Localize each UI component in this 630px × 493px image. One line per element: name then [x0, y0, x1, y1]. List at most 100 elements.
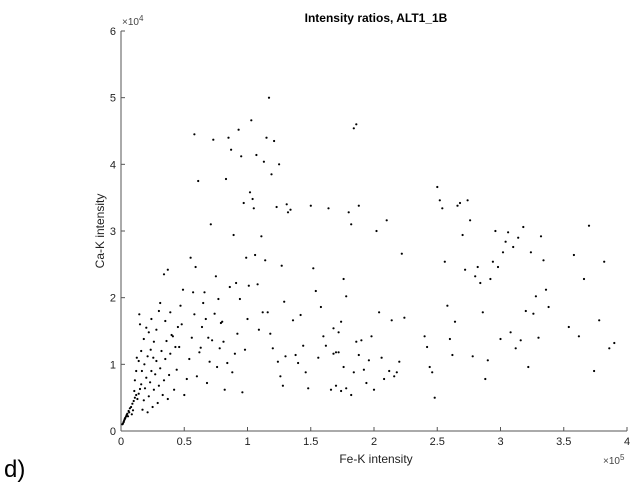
y-tick-label: 6: [110, 26, 116, 38]
data-point: [149, 381, 152, 384]
data-point: [285, 203, 288, 206]
data-point: [219, 321, 222, 325]
data-point: [438, 199, 441, 202]
x-tick-label: 0: [118, 436, 124, 448]
data-point: [213, 312, 216, 315]
data-point: [230, 148, 233, 151]
data-point: [273, 139, 276, 143]
data-point: [350, 223, 353, 226]
data-point: [286, 211, 290, 214]
data-point: [378, 311, 381, 314]
data-point: [205, 381, 209, 385]
data-point: [281, 384, 284, 387]
data-point: [122, 420, 125, 423]
data-point: [461, 233, 464, 237]
data-point: [150, 369, 153, 373]
data-point: [152, 356, 155, 359]
data-point: [390, 319, 393, 322]
data-point: [171, 335, 174, 338]
data-point: [456, 204, 459, 207]
data-point: [145, 326, 148, 329]
data-point: [135, 393, 138, 397]
data-point: [173, 388, 176, 391]
data-point: [131, 409, 135, 412]
data-point: [499, 337, 502, 341]
data-point: [340, 320, 343, 323]
data-point: [512, 245, 515, 249]
data-point: [309, 204, 312, 207]
data-point: [262, 160, 265, 163]
data-point: [131, 402, 134, 405]
data-point: [278, 163, 281, 166]
data-point: [329, 388, 333, 391]
data-point: [385, 219, 388, 222]
data-point: [532, 312, 535, 315]
data-point: [247, 284, 250, 287]
data-point: [342, 365, 345, 369]
data-point: [126, 412, 129, 415]
data-point: [423, 335, 426, 338]
data-point: [133, 389, 136, 393]
data-point: [138, 313, 141, 316]
data-point: [357, 204, 360, 207]
data-point: [145, 376, 148, 379]
data-point: [152, 340, 155, 343]
data-point: [317, 356, 320, 359]
data-point: [567, 325, 570, 329]
data-point: [159, 301, 162, 305]
data-point: [471, 355, 474, 358]
data-point: [157, 309, 160, 313]
data-point: [238, 297, 241, 301]
data-point: [542, 259, 545, 262]
data-point: [302, 344, 305, 347]
data-point: [372, 388, 376, 391]
data-point: [370, 335, 373, 338]
data-point: [489, 277, 492, 281]
data-point: [342, 277, 345, 281]
data-point: [486, 359, 489, 362]
data-point: [403, 316, 406, 319]
data-point: [458, 201, 462, 205]
y-ticks: 0 1 2 3 4 5 6: [110, 26, 125, 438]
data-point: [224, 177, 228, 181]
data-point: [265, 136, 268, 139]
data-point: [243, 348, 247, 351]
data-point: [199, 346, 202, 349]
data-point: [355, 340, 358, 343]
data-point: [337, 351, 340, 354]
data-point: [464, 268, 467, 271]
x-tick-label: 1.5: [303, 436, 318, 448]
data-point: [123, 417, 127, 420]
data-point: [352, 371, 355, 374]
data-point: [322, 335, 325, 338]
data-point: [603, 260, 606, 263]
data-point: [164, 357, 167, 361]
data-point: [190, 336, 193, 339]
data-point: [304, 371, 307, 374]
data-point: [332, 352, 335, 355]
data-point: [162, 379, 166, 382]
data-point: [469, 219, 472, 222]
data-points: [121, 96, 616, 426]
data-point: [522, 225, 525, 229]
data-point: [250, 119, 253, 122]
data-point: [608, 347, 611, 350]
data-point: [179, 304, 182, 307]
data-point: [162, 273, 166, 276]
data-point: [476, 265, 479, 269]
y-tick-label: 2: [110, 293, 116, 305]
data-point: [214, 275, 217, 278]
data-point: [428, 365, 431, 369]
data-point: [137, 392, 140, 395]
x-tick-label: 3.5: [556, 436, 571, 448]
data-point: [138, 323, 142, 326]
panel-label: d): [4, 456, 26, 483]
data-point: [400, 252, 403, 255]
data-point: [324, 344, 327, 347]
data-point: [222, 340, 225, 343]
x-axis-multiplier: ×105: [603, 453, 625, 467]
data-point: [395, 371, 398, 374]
data-point: [193, 133, 196, 136]
data-point: [194, 265, 197, 269]
data-point: [180, 323, 183, 326]
